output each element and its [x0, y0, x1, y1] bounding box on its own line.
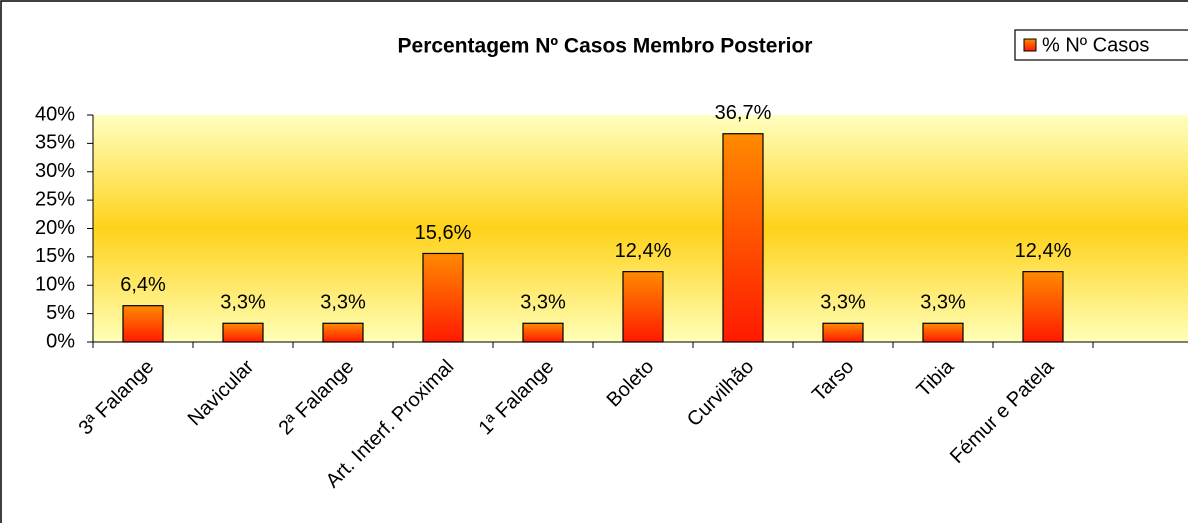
legend-label: % Nº Casos: [1042, 34, 1149, 56]
bar: [522, 322, 564, 343]
chart-title: Percentagem Nº Casos Membro Posterior: [398, 35, 813, 58]
y-tick-label: 35%: [35, 132, 75, 154]
data-label: 3,3%: [320, 292, 366, 314]
bar: [322, 322, 364, 343]
y-tick-label: 0%: [46, 330, 75, 352]
bar: [722, 133, 764, 343]
data-label: 3,3%: [920, 292, 966, 314]
y-tick-label: 15%: [35, 245, 75, 267]
data-label: 15,6%: [415, 222, 472, 244]
bar: [822, 322, 864, 343]
bar: [922, 322, 964, 343]
data-label: 3,3%: [220, 292, 266, 314]
bar: [222, 322, 264, 343]
y-tick-label: 5%: [46, 302, 75, 324]
bar: [422, 252, 464, 343]
bar: [622, 271, 664, 343]
y-tick-label: 40%: [35, 103, 75, 125]
y-tick-label: 10%: [35, 274, 75, 296]
bar: [122, 305, 164, 343]
y-tick-label: 25%: [35, 188, 75, 210]
data-label: 3,3%: [820, 292, 866, 314]
data-label: 3,3%: [520, 292, 566, 314]
bar: [1022, 271, 1064, 343]
legend-swatch: [1023, 38, 1037, 52]
y-tick-label: 30%: [35, 160, 75, 182]
data-label: 36,7%: [715, 102, 772, 124]
data-label: 12,4%: [1015, 240, 1072, 262]
data-label: 6,4%: [120, 274, 166, 296]
legend: % Nº Casos: [1014, 29, 1188, 61]
legend-box: [1014, 29, 1188, 61]
y-tick-label: 20%: [35, 217, 75, 239]
data-label: 12,4%: [615, 240, 672, 262]
